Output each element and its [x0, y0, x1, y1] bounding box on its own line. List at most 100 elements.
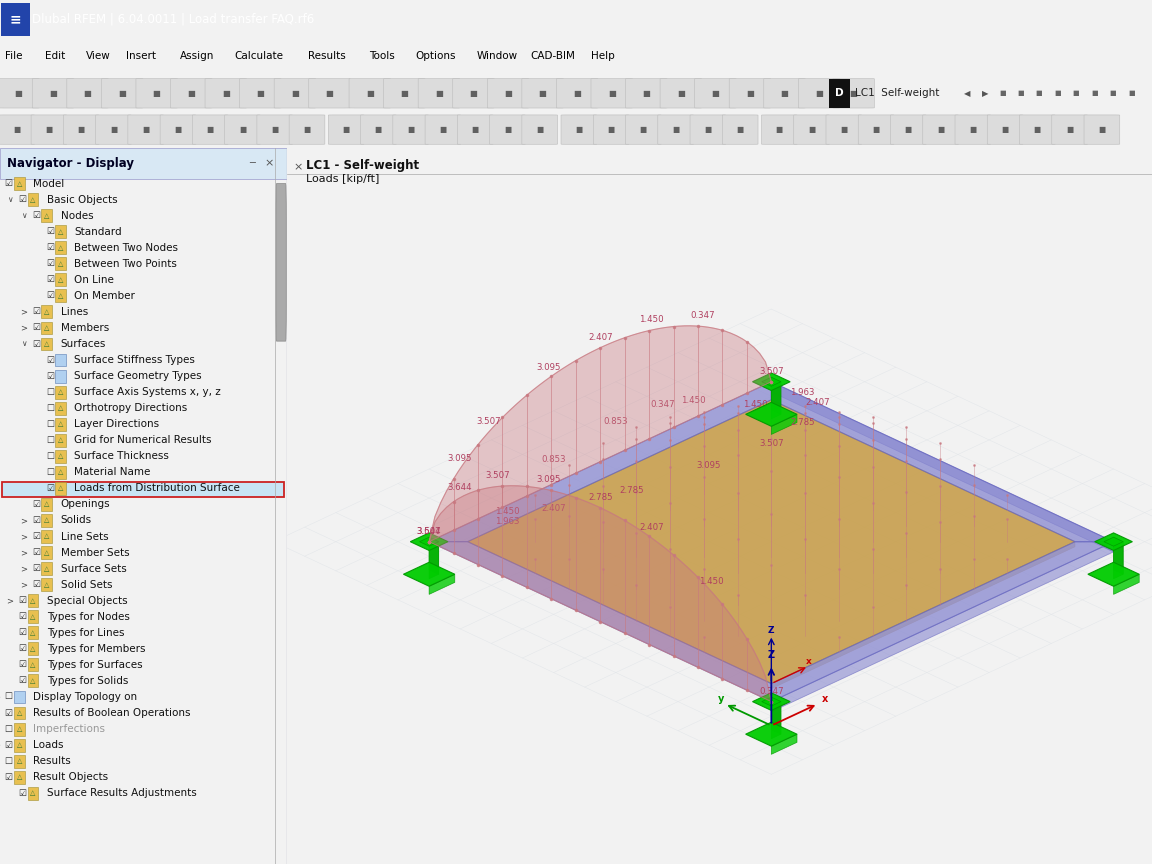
Text: △: △ — [58, 469, 63, 475]
Text: △: △ — [30, 645, 36, 651]
Polygon shape — [772, 734, 797, 754]
FancyBboxPatch shape — [14, 707, 24, 720]
Text: ☑: ☑ — [5, 740, 13, 750]
Text: Standard: Standard — [74, 226, 122, 237]
Text: △: △ — [44, 518, 50, 524]
Text: ■: ■ — [374, 125, 382, 134]
Text: Grid for Numerical Results: Grid for Numerical Results — [74, 435, 212, 445]
FancyBboxPatch shape — [328, 115, 364, 144]
Text: Surface Stiffness Types: Surface Stiffness Types — [74, 355, 195, 365]
Text: >: > — [21, 548, 28, 557]
Text: LC1 - Self-weight: LC1 - Self-weight — [306, 159, 419, 172]
Text: Nodes: Nodes — [61, 211, 93, 220]
FancyBboxPatch shape — [55, 402, 66, 415]
Text: >: > — [21, 516, 28, 525]
Text: Assign: Assign — [180, 51, 214, 61]
Polygon shape — [468, 400, 1075, 683]
Text: ☑: ☑ — [46, 244, 54, 252]
Polygon shape — [429, 542, 439, 579]
Polygon shape — [772, 415, 797, 435]
Text: ▶: ▶ — [982, 89, 988, 98]
Text: ■: ■ — [904, 125, 912, 134]
Text: △: △ — [58, 405, 63, 411]
Text: ∨: ∨ — [21, 340, 26, 348]
Text: 0.347: 0.347 — [759, 687, 783, 696]
FancyBboxPatch shape — [833, 79, 874, 108]
Text: ☑: ☑ — [18, 660, 26, 670]
FancyBboxPatch shape — [829, 79, 850, 108]
Text: ■: ■ — [781, 89, 788, 98]
Text: >: > — [21, 323, 28, 333]
Text: ☑: ☑ — [32, 308, 40, 316]
Text: 2.785: 2.785 — [619, 486, 644, 495]
Text: Options: Options — [416, 51, 456, 61]
Text: ■: ■ — [439, 125, 447, 134]
Text: Types for Members: Types for Members — [47, 644, 145, 654]
Text: ■: ■ — [608, 89, 615, 98]
Text: 3.095: 3.095 — [697, 461, 721, 470]
Text: 2.407: 2.407 — [639, 523, 664, 532]
Text: ☑: ☑ — [46, 227, 54, 236]
FancyBboxPatch shape — [890, 115, 926, 144]
FancyBboxPatch shape — [729, 79, 771, 108]
Text: ☐: ☐ — [5, 725, 13, 734]
Text: Types for Nodes: Types for Nodes — [47, 612, 130, 622]
FancyBboxPatch shape — [457, 115, 493, 144]
Text: ■: ■ — [153, 89, 160, 98]
Text: ☑: ☑ — [46, 291, 54, 301]
FancyBboxPatch shape — [522, 115, 558, 144]
Text: ■: ■ — [13, 125, 21, 134]
Text: △: △ — [16, 726, 22, 732]
Text: Member Sets: Member Sets — [61, 548, 129, 557]
FancyBboxPatch shape — [55, 450, 66, 463]
Polygon shape — [419, 537, 439, 546]
Text: Surface Thickness: Surface Thickness — [74, 451, 169, 461]
FancyBboxPatch shape — [55, 482, 66, 495]
FancyBboxPatch shape — [349, 79, 391, 108]
FancyBboxPatch shape — [0, 115, 35, 144]
Text: Results: Results — [33, 756, 70, 766]
Text: 3.507: 3.507 — [417, 526, 441, 536]
Text: 3.644: 3.644 — [417, 526, 441, 536]
Text: D: D — [835, 88, 844, 98]
FancyBboxPatch shape — [1084, 115, 1120, 144]
Text: ☑: ☑ — [5, 708, 13, 717]
Text: ☑: ☑ — [18, 789, 26, 797]
Text: 1.450: 1.450 — [494, 507, 520, 516]
Text: △: △ — [44, 325, 50, 331]
FancyBboxPatch shape — [55, 257, 66, 270]
Text: △: △ — [16, 742, 22, 748]
FancyBboxPatch shape — [923, 115, 958, 144]
Text: Basic Objects: Basic Objects — [47, 194, 118, 205]
FancyBboxPatch shape — [41, 498, 52, 511]
Text: ☑: ☑ — [32, 211, 40, 220]
Text: Solids: Solids — [61, 516, 92, 525]
Text: >: > — [7, 596, 14, 605]
FancyBboxPatch shape — [658, 115, 694, 144]
FancyBboxPatch shape — [55, 370, 66, 383]
Text: △: △ — [58, 454, 63, 460]
FancyBboxPatch shape — [14, 690, 24, 703]
Text: 2.407: 2.407 — [541, 505, 566, 513]
Text: ☐: ☐ — [46, 435, 54, 445]
Text: ■: ■ — [50, 89, 56, 98]
Text: ×: × — [294, 162, 303, 173]
Polygon shape — [429, 575, 455, 594]
Text: △: △ — [30, 630, 36, 636]
Text: ■: ■ — [503, 125, 511, 134]
FancyBboxPatch shape — [160, 115, 196, 144]
Text: 1.450: 1.450 — [699, 576, 723, 586]
Text: △: △ — [58, 229, 63, 235]
Text: Z: Z — [768, 626, 774, 635]
Text: 0.347: 0.347 — [650, 400, 675, 410]
Text: △: △ — [44, 501, 50, 507]
FancyBboxPatch shape — [55, 273, 66, 286]
FancyBboxPatch shape — [41, 546, 52, 559]
Text: On Line: On Line — [74, 275, 114, 285]
Text: ■: ■ — [77, 125, 85, 134]
Text: Layer Directions: Layer Directions — [74, 419, 159, 429]
Text: △: △ — [44, 213, 50, 219]
Text: △: △ — [58, 389, 63, 395]
Polygon shape — [1114, 537, 1123, 575]
Text: ■: ■ — [291, 89, 298, 98]
